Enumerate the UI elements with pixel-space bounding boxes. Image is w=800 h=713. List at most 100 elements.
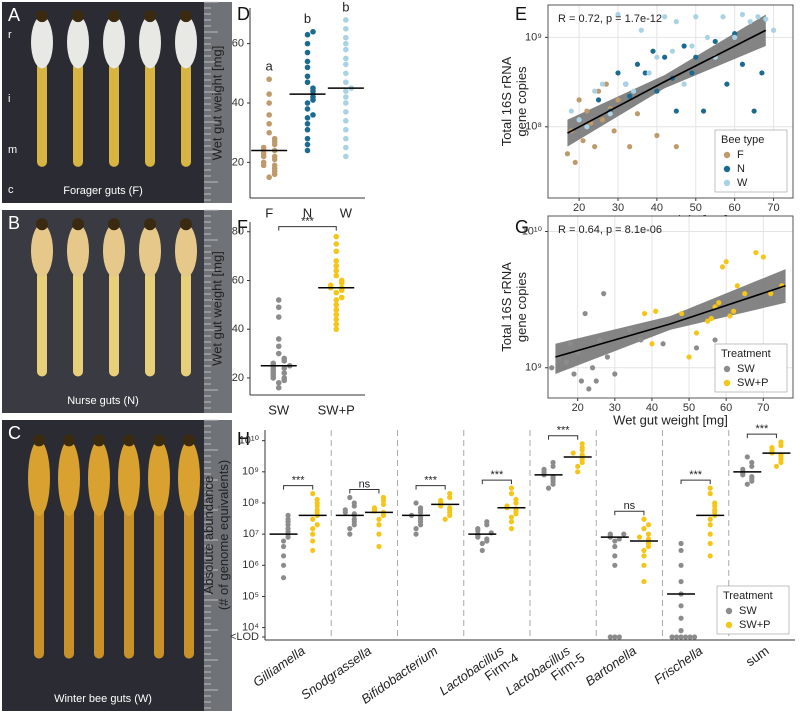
data-point [310,526,316,532]
data-point [304,115,311,121]
data-point [575,463,581,469]
legend-marker [725,621,733,629]
data-point [712,337,718,343]
data-point [759,70,765,76]
y-tick-label: 10¹⁰ [522,225,543,237]
photo-caption: Nurse guts (N) [67,395,139,407]
data-point [351,500,357,506]
y-tick-label: 10⁶ [242,559,259,571]
data-point [545,485,552,491]
data-point [712,500,718,506]
gut-crop [118,440,140,517]
data-point [641,310,648,317]
gut-tract [109,62,119,167]
data-point [281,365,288,371]
data-point [266,120,272,127]
data-point [343,61,349,68]
plot-frame [547,4,794,199]
gut-part-label: i [8,93,10,105]
y-axis-label: (# of genome equivalents) [216,460,231,610]
data-point [304,64,311,71]
y-tick-label: 10⁹ [525,31,542,43]
data-point [768,291,774,297]
data-point [641,553,647,559]
data-point [343,40,349,47]
data-point [669,48,676,54]
gut-tract [109,270,119,377]
data-point [682,634,689,640]
data-point [612,538,618,544]
y-tick-label: 10⁴ [242,622,259,634]
data-point [343,109,349,115]
data-point [720,14,726,20]
data-point [447,491,453,497]
data-point [304,73,311,80]
data-point [438,497,444,504]
data-point [280,562,287,568]
data-point [343,25,349,32]
data-point [678,540,684,547]
y-tick-label: <LOD [230,631,259,643]
data-point [541,466,547,472]
data-point [333,233,340,240]
data-point [280,538,287,544]
data-point [687,634,693,640]
data-point [380,494,387,501]
x-tick-label: SW+P [318,402,355,417]
data-point [513,506,519,512]
x-tick-label: Frischella [651,643,705,687]
photo-label: A [8,5,20,25]
data-point [333,258,340,264]
data-point [568,108,574,114]
data-point [342,507,348,513]
gut-head [180,10,192,23]
data-point [310,531,316,537]
data-point [280,553,287,559]
y-axis-label: Total 16S rRNA [499,262,514,352]
data-point [266,129,272,136]
plot-frame [547,215,794,399]
data-point [513,496,519,503]
gut-crop [67,224,89,277]
y-tick-label: 60 [232,274,244,286]
gut-tract [124,507,134,659]
data-point [615,97,621,103]
data-point [343,100,349,106]
gut-head [33,434,45,447]
data-point [678,603,684,609]
data-point [275,336,282,342]
gut-crop [58,440,80,517]
data-point [645,531,652,537]
data-point [343,17,349,23]
significance-bracket [278,226,337,231]
data-point [612,634,618,640]
panel-label: H [237,429,250,449]
data-point [641,547,647,554]
photo-label: B [8,213,20,233]
gut-tract [37,270,47,377]
group-letter: a [266,59,274,74]
data-point [716,300,722,306]
data-point [599,117,606,123]
data-point [654,54,660,60]
data-point [343,118,349,124]
data-point [627,327,633,333]
data-point [712,38,718,45]
data-point [604,354,610,360]
data-point [343,70,349,77]
data-point [641,516,647,522]
legend-marker [723,365,731,373]
significance-bracket [415,485,446,490]
data-point [673,19,679,25]
data-point [508,519,515,525]
data-point [304,147,311,154]
legend-marker [723,151,731,159]
gut-head [72,10,84,23]
data-point [739,61,746,67]
ruler [204,2,232,203]
data-point [704,34,711,40]
significance-label: *** [490,469,504,481]
panel-label: D [237,4,250,24]
photo-caption: Winter bee guts (W) [54,693,152,705]
data-point [343,79,349,86]
